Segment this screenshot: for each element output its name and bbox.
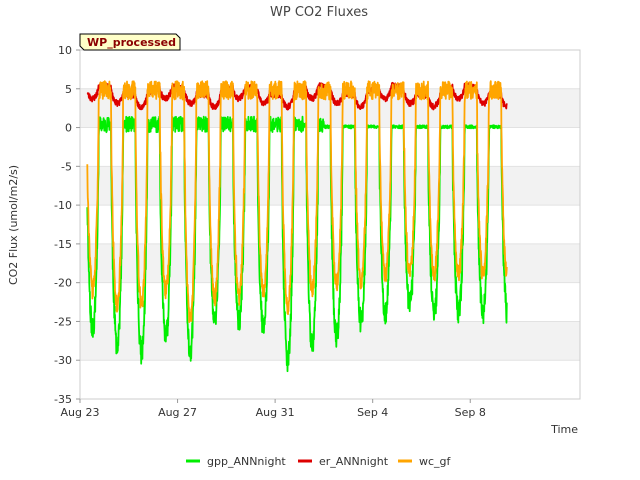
grid-band xyxy=(80,321,580,361)
series-line-wc_gf xyxy=(86,80,508,323)
x-tick-label: Aug 31 xyxy=(256,406,295,419)
y-tick-label: -20 xyxy=(54,277,72,290)
badge-box xyxy=(79,33,181,51)
plot-frame xyxy=(79,49,581,400)
x-axis-ticks: Aug 23 Aug 27 Aug 31 Sep 4 Sep 8 xyxy=(61,399,486,419)
y-tick-label: -30 xyxy=(54,354,72,367)
badge-label: WP_processed xyxy=(87,36,176,49)
y-axis-title: CO2 Flux (umol/m2/s) xyxy=(7,165,20,285)
x-tick-label: Sep 8 xyxy=(455,406,486,419)
legend-label-er_ANNnight: er_ANNnight xyxy=(319,455,389,468)
y-tick-label: -35 xyxy=(54,393,72,406)
y-tick-label: 0 xyxy=(65,122,72,135)
processed-badge: WP_processed xyxy=(79,33,181,51)
legend-label-gpp_ANNnight: gpp_ANNnight xyxy=(207,455,286,468)
chart-title: WP CO2 Fluxes xyxy=(270,5,368,20)
x-tick-label: Aug 23 xyxy=(61,406,100,419)
x-tick-label: Sep 4 xyxy=(357,406,388,419)
series-layer xyxy=(86,80,508,373)
x-axis-title: Time xyxy=(550,423,578,436)
y-tick-label: -5 xyxy=(61,160,72,173)
y-tick-label: -25 xyxy=(54,315,72,328)
y-axis-ticks: 10 5 0 -5 -10 -15 -20 -25 -30 -35 xyxy=(54,44,80,406)
series-line-gpp_ANNnight xyxy=(86,115,508,373)
x-tick-label: Aug 27 xyxy=(158,406,197,419)
y-tick-label: 5 xyxy=(65,83,72,96)
y-tick-label: 10 xyxy=(58,44,72,57)
y-tick-label: -15 xyxy=(54,238,72,251)
y-tick-label: -10 xyxy=(54,199,72,212)
legend: gpp_ANNnight er_ANNnight wc_gf xyxy=(186,455,452,468)
legend-label-wc_gf: wc_gf xyxy=(419,455,452,468)
